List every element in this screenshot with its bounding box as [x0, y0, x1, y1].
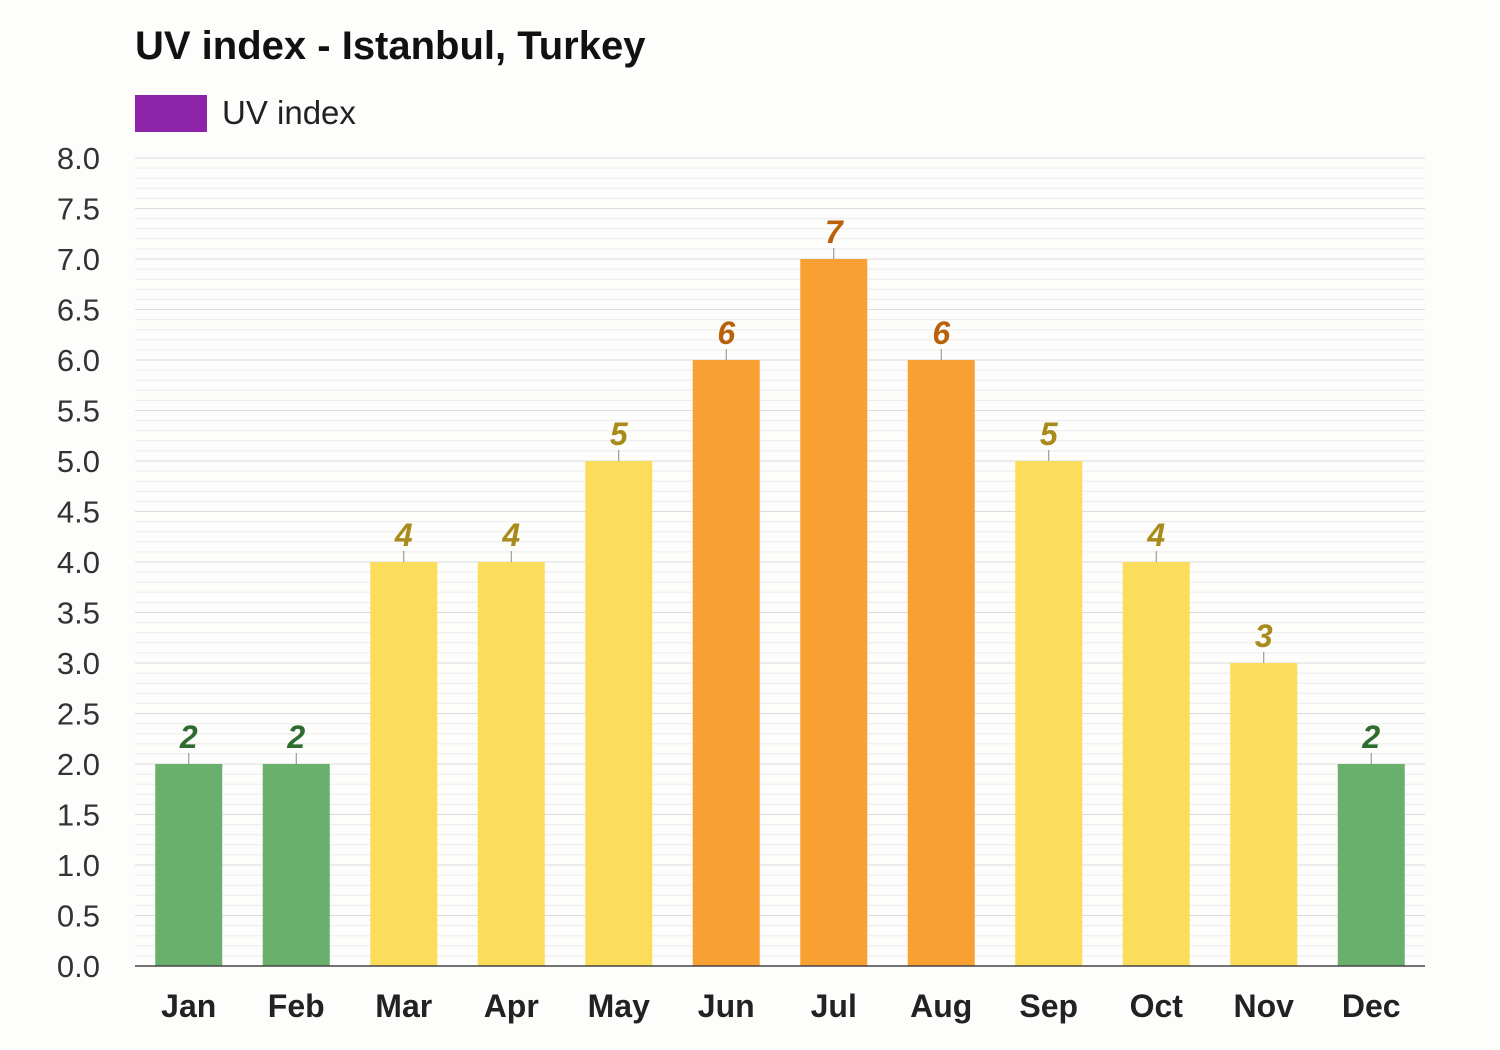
- x-tick-label: Apr: [484, 988, 539, 1024]
- bar: [1015, 461, 1083, 966]
- y-tick-label: 8.0: [57, 141, 100, 176]
- legend: UV index: [135, 93, 356, 133]
- x-tick-label: Nov: [1234, 988, 1295, 1024]
- x-tick-label: Jun: [698, 988, 755, 1024]
- x-tick-label: Dec: [1342, 988, 1401, 1024]
- bar: [1230, 663, 1298, 966]
- data-label: 2: [179, 719, 198, 755]
- y-tick-label: 7.0: [57, 242, 100, 277]
- bar: [800, 259, 868, 966]
- x-tick-label: Mar: [375, 988, 432, 1024]
- bar: [585, 461, 653, 966]
- data-label: 5: [1040, 416, 1059, 452]
- data-label: 4: [1146, 517, 1165, 553]
- bar: [1122, 562, 1190, 966]
- y-tick-label: 5.0: [57, 444, 100, 479]
- x-tick-label: Sep: [1019, 988, 1078, 1024]
- y-tick-label: 2.5: [57, 697, 100, 732]
- x-tick-label: Jan: [161, 988, 216, 1024]
- y-tick-label: 3.5: [57, 596, 100, 631]
- y-tick-label: 7.5: [57, 192, 100, 227]
- legend-swatch: [135, 94, 207, 132]
- x-tick-label: Jul: [811, 988, 857, 1024]
- x-tick-label: Aug: [910, 988, 972, 1024]
- bar: [1337, 764, 1405, 966]
- bar: [692, 360, 760, 966]
- data-label: 2: [286, 719, 305, 755]
- y-tick-label: 0.0: [57, 949, 100, 984]
- bar: [370, 562, 438, 966]
- data-label: 2: [1361, 719, 1380, 755]
- data-label: 7: [825, 214, 845, 250]
- y-tick-label: 6.5: [57, 293, 100, 328]
- bar: [262, 764, 330, 966]
- data-label: 6: [932, 315, 950, 351]
- data-label: 4: [501, 517, 520, 553]
- data-label: 6: [717, 315, 735, 351]
- y-tick-label: 2.0: [57, 747, 100, 782]
- y-tick-label: 1.0: [57, 848, 100, 883]
- data-label: 3: [1255, 618, 1273, 654]
- y-tick-label: 3.0: [57, 646, 100, 681]
- legend-label: UV index: [222, 94, 356, 131]
- bar: [907, 360, 975, 966]
- bar: [477, 562, 545, 966]
- data-label: 4: [394, 517, 413, 553]
- y-tick-label: 6.0: [57, 343, 100, 378]
- bar: [155, 764, 223, 966]
- y-tick-label: 0.5: [57, 899, 100, 934]
- y-tick-label: 5.5: [57, 394, 100, 429]
- x-tick-label: May: [588, 988, 650, 1024]
- x-tick-label: Oct: [1130, 988, 1184, 1024]
- y-tick-label: 4.5: [57, 495, 100, 530]
- x-tick-label: Feb: [268, 988, 325, 1024]
- y-tick-label: 4.0: [57, 545, 100, 580]
- data-label: 5: [610, 416, 629, 452]
- chart-title: UV index - Istanbul, Turkey: [135, 24, 646, 68]
- y-tick-label: 1.5: [57, 798, 100, 833]
